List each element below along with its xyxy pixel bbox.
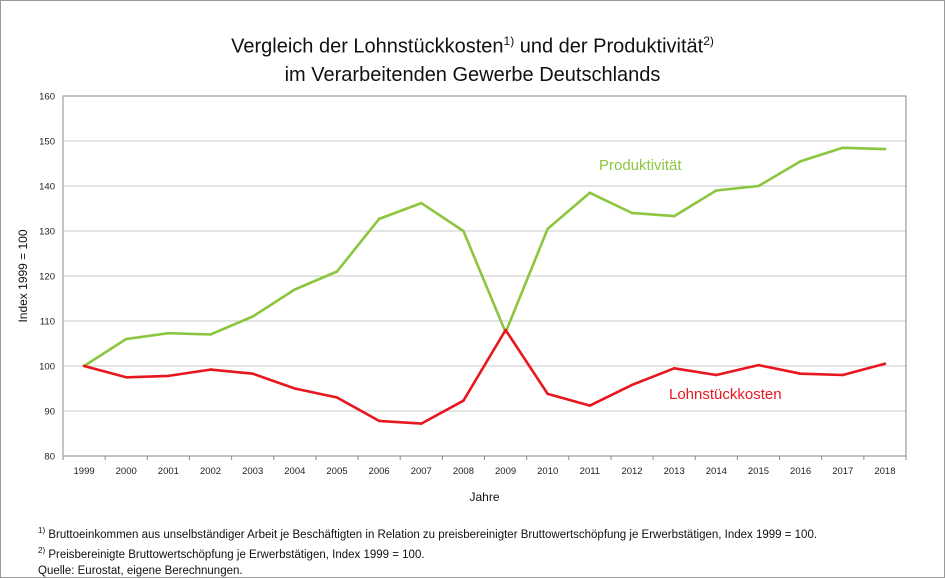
x-tick-label: 2003	[242, 466, 263, 477]
x-tick-label: 2013	[664, 466, 685, 477]
y-tick-label: 150	[39, 137, 55, 148]
data-point-produktivitaet	[124, 337, 128, 341]
x-tick-label: 2004	[284, 466, 305, 477]
footnote-1-mark: 1)	[38, 526, 46, 535]
x-tick-label: 1999	[74, 466, 95, 477]
y-tick-label: 90	[44, 407, 55, 418]
x-tick-label: 2007	[411, 466, 432, 477]
data-point-lohnstueckkosten	[504, 328, 507, 332]
series-label-lohnstueckkosten: Lohnstückkosten	[669, 386, 782, 403]
x-tick-label: 2015	[748, 466, 769, 477]
title-footnote-mark-2: 2)	[703, 34, 714, 48]
title-footnote-mark-1: 1)	[503, 34, 515, 48]
data-point-produktivitaet	[672, 214, 676, 218]
chart-title-line-1: Vergleich der Lohnstückkosten1) und der …	[1, 27, 944, 61]
data-point-produktivitaet	[799, 159, 802, 163]
data-point-lohnstueckkosten	[757, 363, 760, 367]
line-chart: 80 90 100 110 120 130 140 150 160 1999 2000 2001 20…	[16, 92, 907, 504]
data-point-produktivitaet	[883, 147, 887, 151]
y-tick-label: 110	[40, 317, 55, 328]
data-point-produktivitaet	[419, 201, 423, 205]
data-point-produktivitaet	[293, 288, 297, 291]
series-lines	[82, 146, 887, 425]
data-point-lohnstueckkosten	[251, 372, 254, 375]
x-tick-label: 2011	[580, 466, 600, 477]
x-axis-title: Jahre	[469, 490, 499, 504]
data-point-lohnstueckkosten	[167, 374, 170, 378]
y-tick-label: 130	[39, 227, 55, 238]
y-tick-label: 120	[39, 272, 55, 283]
series-line-lohnstueckkosten	[82, 328, 887, 425]
y-axis-ticks: 80 90 100 110 120 130 140 150 160	[39, 92, 55, 463]
data-point-lohnstueckkosten	[335, 396, 339, 399]
x-tick-label: 2016	[790, 466, 811, 477]
data-point-produktivitaet	[167, 331, 170, 335]
x-tick-label: 2005	[326, 466, 347, 477]
series-label-produktivitaet: Produktivität	[599, 157, 682, 174]
data-point-produktivitaet	[757, 184, 760, 188]
data-point-lohnstueckkosten	[799, 372, 802, 375]
footnote-1-text: Bruttoeinkommen aus unselbständiger Arbe…	[45, 528, 818, 541]
x-tick-label: 2006	[369, 466, 390, 477]
data-point-produktivitaet	[462, 229, 465, 233]
title-text-part-2: und der Produktivität	[514, 35, 704, 58]
data-point-lohnstueckkosten	[630, 383, 634, 387]
data-point-lohnstueckkosten	[715, 373, 718, 377]
data-point-lohnstueckkosten	[293, 387, 297, 390]
chart-title: Vergleich der Lohnstückkosten1) und der …	[1, 27, 944, 89]
data-point-lohnstueckkosten	[82, 364, 86, 368]
data-point-lohnstueckkosten	[672, 366, 676, 370]
y-axis-title: Index 1999 = 100	[16, 229, 30, 322]
x-tick-label: 2010	[537, 466, 558, 477]
data-point-produktivitaet	[377, 217, 381, 221]
footnote-2-mark: 2)	[38, 545, 46, 555]
footnote-2: 2) Preisbereinigte Bruttowertschöpfung j…	[38, 543, 938, 563]
data-point-lohnstueckkosten	[209, 368, 212, 371]
data-point-produktivitaet	[630, 211, 634, 215]
footnote-2-text: Preisbereinigte Bruttowertschöpfung je E…	[45, 548, 425, 561]
data-point-produktivitaet	[335, 270, 339, 273]
y-tick-label: 160	[39, 92, 55, 103]
data-point-produktivitaet	[251, 315, 254, 318]
data-point-lohnstueckkosten	[462, 399, 465, 402]
data-point-lohnstueckkosten	[546, 392, 550, 396]
data-point-produktivitaet	[546, 227, 550, 231]
data-point-produktivitaet	[588, 191, 592, 195]
data-point-lohnstueckkosten	[124, 375, 128, 379]
x-tick-label: 2002	[200, 466, 221, 477]
x-tick-label: 2014	[706, 466, 727, 477]
title-text-part-1: Vergleich der Lohnstückkosten	[231, 35, 504, 58]
x-tick-label: 2008	[453, 466, 474, 477]
data-point-lohnstueckkosten	[377, 419, 381, 423]
x-tick-label: 2017	[832, 466, 853, 477]
source-note: Quelle: Eurostat, eigene Berechnungen.	[38, 564, 243, 577]
x-tick-label: 2018	[874, 466, 895, 477]
footnotes: 1) Bruttoeinkommen aus unselbständiger A…	[38, 523, 938, 577]
x-axis-ticks: 1999 2000 2001 2002 2003 2004 2005 2006 2007 2008…	[62, 456, 907, 477]
data-point-lohnstueckkosten	[588, 404, 592, 407]
gridlines	[63, 140, 906, 412]
x-tick-label: 2012	[621, 466, 642, 477]
y-tick-label: 140	[39, 182, 55, 193]
data-point-produktivitaet	[841, 146, 845, 150]
y-tick-label: 100	[39, 362, 55, 373]
series-line-produktivitaet	[82, 146, 887, 368]
data-point-produktivitaet	[715, 189, 718, 192]
x-tick-label: 2009	[495, 466, 516, 477]
footnote-1: 1) Bruttoeinkommen aus unselbständiger A…	[38, 523, 938, 543]
y-tick-label: 80	[44, 452, 55, 463]
x-tick-label: 2001	[158, 466, 179, 477]
x-tick-label: 2000	[116, 466, 137, 477]
data-point-produktivitaet	[209, 333, 212, 336]
data-point-lohnstueckkosten	[883, 362, 887, 366]
chart-title-line-2: im Verarbeitenden Gewerbe Deutschlands	[284, 63, 661, 86]
data-point-lohnstueckkosten	[419, 422, 423, 425]
data-point-lohnstueckkosten	[841, 373, 845, 377]
